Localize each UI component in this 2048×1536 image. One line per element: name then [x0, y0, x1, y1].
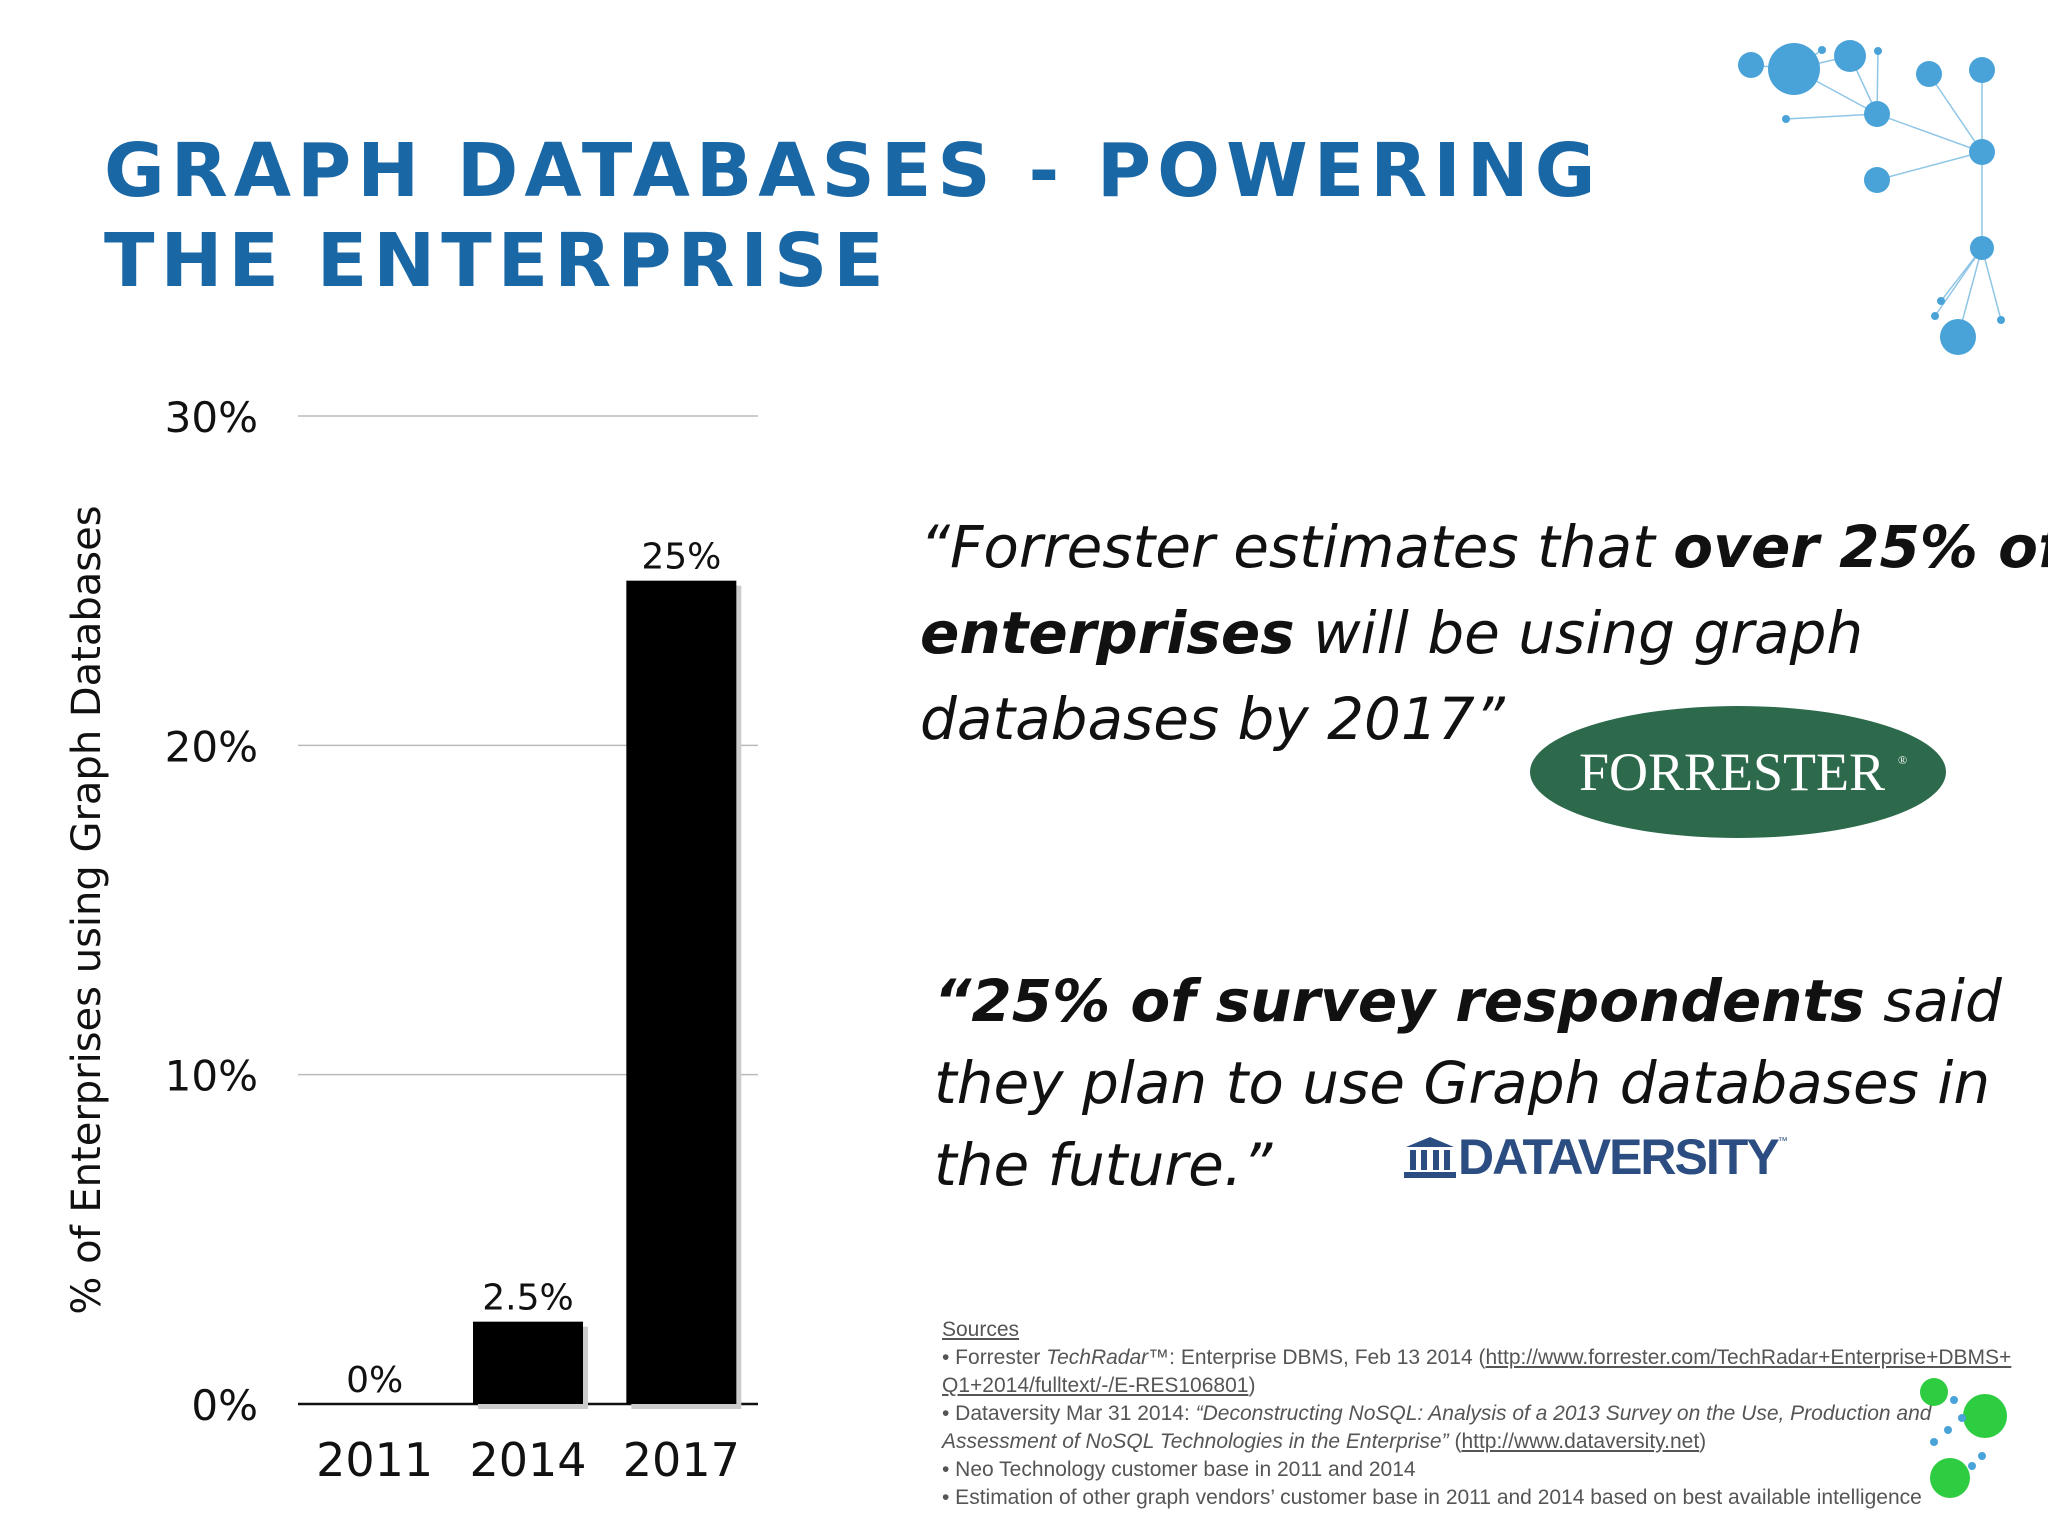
forrester-quote-line-2: enterprises will be using graph: [920, 590, 2048, 676]
dataversity-quote-line-1: “25% of survey respondents said: [934, 960, 2002, 1042]
forrester-quote: “Forrester estimates that over 25% of en…: [920, 504, 2048, 762]
forrester-source-link[interactable]: http://www.forrester.com/TechRadar+Enter…: [942, 1346, 2012, 1397]
dataversity-quote-line-3: the future.”: [934, 1131, 1273, 1199]
building-icon: [1404, 1137, 1456, 1178]
dataversity-logo: DATAVERSITY ™: [1402, 1128, 1788, 1186]
source-item-dataversity: • Dataversity Mar 31 2014: “Deconstructi…: [942, 1400, 2022, 1456]
source-2-rest: (: [1448, 1430, 1462, 1453]
forrester-quote-line-3: databases by 2017”: [920, 685, 1505, 753]
green-dots-decoration: [1920, 1378, 2007, 1498]
bar: [473, 1321, 583, 1404]
sources-heading: Sources: [942, 1318, 1020, 1341]
forrester-logo-text: FORRESTER: [1579, 742, 1885, 802]
dataversity-quote-line-1-bold: “25% of survey respondents: [934, 967, 1865, 1035]
source-item-estimation: • Estimation of other graph vendors’ cus…: [942, 1486, 1922, 1509]
forrester-quote-line-2-text: will be using graph: [1294, 599, 1864, 667]
source-item-neo: • Neo Technology customer base in 2011 a…: [942, 1458, 1416, 1481]
dataversity-quote: “25% of survey respondents said they pla…: [934, 960, 2002, 1206]
bar-data-label: 2.5%: [482, 1278, 573, 1319]
bar-data-label: 25%: [641, 537, 721, 578]
y-tick-label: 10%: [165, 1052, 258, 1101]
slide-title: GRAPH DATABASES - POWERING THE ENTERPRIS…: [104, 126, 1601, 306]
forrester-quote-line-2-bold: enterprises: [920, 599, 1295, 667]
y-axis-label: % of Enterprises using Graph Databases: [64, 505, 110, 1314]
dataversity-tm-mark: ™: [1777, 1136, 1788, 1147]
y-tick-label: 30%: [165, 393, 258, 442]
forrester-registered-mark: ®: [1898, 753, 1907, 767]
dataversity-quote-line-1-text: said: [1864, 967, 2002, 1035]
network-graph-decoration: [1738, 40, 2005, 355]
x-tick-label: 2011: [316, 1433, 433, 1487]
bar: [626, 580, 737, 1404]
forrester-quote-line-1-bold: over 25% of: [1673, 513, 2048, 581]
forrester-logo: FORRESTER ®: [1530, 706, 1946, 838]
dataversity-quote-line-2: they plan to use Graph databases in: [934, 1049, 1991, 1117]
title-line-2: THE ENTERPRISE: [104, 218, 890, 304]
y-tick-label: 20%: [165, 722, 258, 771]
source-item-forrester: • Forrester TechRadar™: Enterprise DBMS,…: [942, 1344, 2022, 1400]
source-1-suffix: ): [1248, 1374, 1256, 1397]
source-1-prefix: • Forrester: [942, 1346, 1047, 1369]
x-tick-label: 2014: [469, 1433, 586, 1487]
source-1-rest: ™: Enterprise DBMS, Feb 13 2014 (: [1148, 1346, 1486, 1369]
bar-chart: 0% 10% 20% 30% % of Enterprises using Graph …: [64, 393, 758, 1487]
title-line-1: GRAPH DATABASES - POWERING: [104, 128, 1602, 214]
source-2-italic: “Deconstructing NoSQL: Analysis of a 201…: [942, 1402, 1932, 1453]
source-1-italic: TechRadar: [1046, 1346, 1149, 1369]
y-tick-label: 0%: [191, 1381, 258, 1430]
dataversity-source-link[interactable]: http://www.dataversity.net: [1461, 1430, 1700, 1453]
x-tick-label: 2017: [623, 1433, 740, 1487]
dataversity-logo-text: DATAVERSITY: [1458, 1129, 1780, 1185]
forrester-quote-line-1-text: “Forrester estimates that: [920, 513, 1674, 581]
forrester-quote-line-1: “Forrester estimates that over 25% of: [920, 504, 2048, 590]
source-2-suffix: ): [1699, 1430, 1707, 1453]
source-2-prefix: • Dataversity Mar 31 2014:: [942, 1402, 1196, 1425]
sources-section: Sources • Forrester TechRadar™: Enterpri…: [942, 1316, 2022, 1512]
bar-data-label: 0%: [346, 1360, 403, 1401]
